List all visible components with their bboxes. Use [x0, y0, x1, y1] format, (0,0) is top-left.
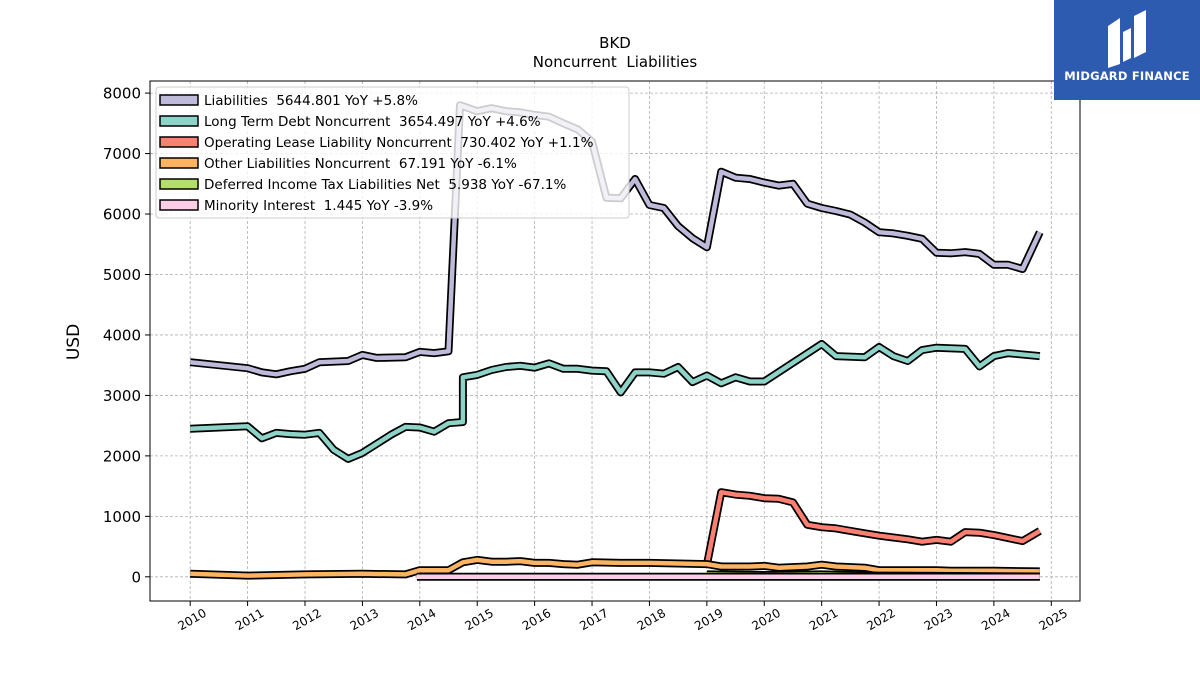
y-tick-label: 1000: [103, 508, 141, 526]
x-tick-label: 2023: [922, 606, 955, 633]
x-tick-label: 2024: [979, 606, 1012, 633]
y-tick-label: 0: [131, 568, 141, 586]
legend: Liabilities 5644.801 YoY +5.8% Long Term …: [155, 86, 630, 219]
chart-subtitle: Noncurrent Liabilities: [533, 53, 698, 71]
x-tick-label: 2016: [520, 606, 553, 633]
series-line: [190, 341, 1041, 462]
x-tick-label: 2018: [635, 606, 668, 633]
y-tick-label: 3000: [103, 387, 141, 405]
y-tick-label: 7000: [103, 145, 141, 163]
x-tick-label: 2021: [807, 606, 840, 633]
x-tick-label: 2025: [1037, 606, 1070, 633]
y-tick-label: 8000: [103, 85, 141, 103]
y-tick-label: 6000: [103, 206, 141, 224]
x-tick-label: 2012: [290, 606, 323, 633]
brand-logo: MIDGARD FINANCE: [1054, 0, 1200, 100]
x-tick-label: 2022: [864, 606, 897, 633]
legend-label: Long Term Debt Noncurrent 3654.497 YoY +…: [204, 114, 541, 130]
x-tick-label: 2013: [348, 606, 381, 633]
y-tick-label: 5000: [103, 266, 141, 284]
series-lines: [189, 101, 1044, 581]
legend-label: Liabilities 5644.801 YoY +5.8%: [204, 93, 418, 109]
x-tick-label: 2015: [462, 606, 495, 633]
logo-mark-icon: [1108, 10, 1146, 68]
series-outline: [702, 488, 1042, 566]
x-tick-label: 2014: [405, 606, 438, 633]
x-tick-label: 2011: [233, 606, 266, 633]
y-axis-label: USD: [64, 324, 84, 360]
y-tick-label: 2000: [103, 447, 141, 465]
legend-swatch: [159, 115, 199, 127]
legend-label: Other Liabilities Noncurrent 67.191 YoY …: [204, 156, 517, 172]
legend-swatch: [159, 94, 199, 106]
logo-text: MIDGARD FINANCE: [1064, 69, 1190, 83]
x-tick-label: 2020: [750, 606, 783, 633]
legend-swatch: [159, 199, 199, 211]
series-line: [190, 557, 1040, 578]
x-tick-label: 2010: [175, 606, 208, 633]
legend-label: Deferred Income Tax Liabilities Net 5.93…: [204, 177, 566, 193]
x-tick-label: 2017: [577, 606, 610, 633]
legend-swatch: [159, 157, 199, 169]
legend-swatch: [159, 136, 199, 148]
legend-swatch: [159, 178, 199, 190]
legend-box: [155, 86, 630, 219]
chart-title: BKD: [599, 34, 631, 52]
plot-frame: [149, 80, 1081, 602]
series-line: [704, 489, 1041, 566]
y-tick-label: 4000: [103, 326, 141, 344]
legend-label: Operating Lease Liability Noncurrent 730…: [204, 135, 594, 151]
series-line: [189, 102, 1042, 377]
legend-label: Minority Interest 1.445 YoY -3.9%: [204, 198, 433, 214]
x-tick-label: 2019: [692, 606, 725, 633]
